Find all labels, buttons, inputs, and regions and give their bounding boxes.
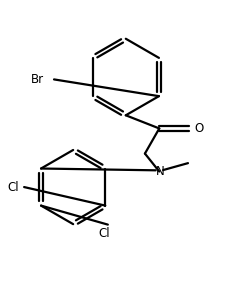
Text: Cl: Cl xyxy=(8,181,19,194)
Text: Cl: Cl xyxy=(98,227,110,240)
Text: O: O xyxy=(194,122,203,135)
Text: Br: Br xyxy=(31,73,45,86)
Text: N: N xyxy=(156,165,165,178)
